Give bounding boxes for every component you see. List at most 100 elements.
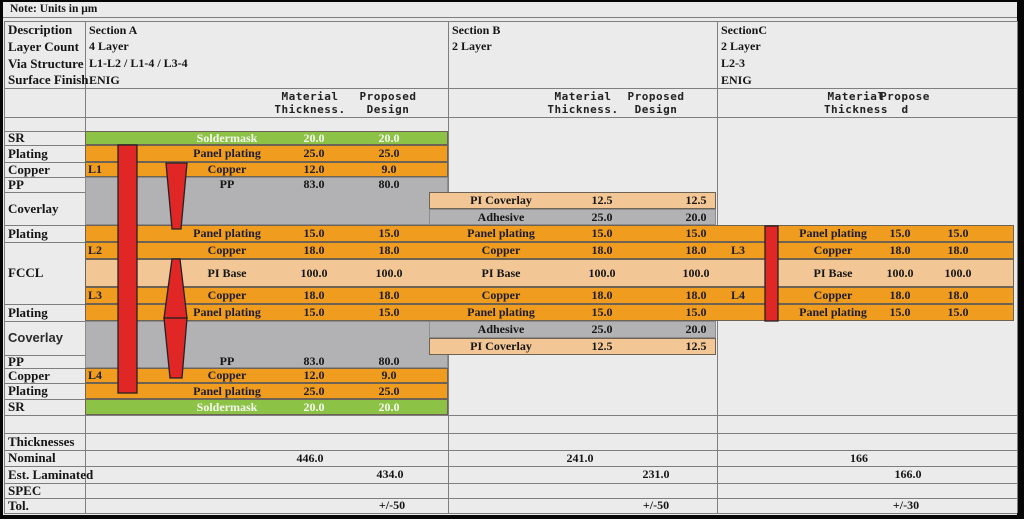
b-adhesive-bottom-mat: 25.0 xyxy=(591,322,613,336)
grid-line xyxy=(4,21,5,513)
flex4-c-name: Panel plating xyxy=(799,305,867,319)
a-panel-plating-bottom-name: Panel plating xyxy=(193,384,261,398)
flex3-a-name: Copper xyxy=(207,288,247,302)
flex2-c-prop: 100.0 xyxy=(944,266,972,280)
a-panel-plating-bottom-bar xyxy=(85,383,448,399)
a-layer-l4: L4 xyxy=(88,368,103,382)
a-copper-l4-mat: 12.0 xyxy=(303,368,325,382)
header-label-layer-count: Layer Count xyxy=(8,39,79,54)
flex2-b-mat: 100.0 xyxy=(588,266,616,280)
a-laminated-value: 434.0 xyxy=(376,467,404,481)
grid-line xyxy=(4,433,1017,434)
a-copper-l1-name: Copper xyxy=(207,162,247,176)
a-soldermask-top-bar xyxy=(85,131,448,145)
flex4-b-mat: 15.0 xyxy=(591,305,613,319)
section-a-title: Section A xyxy=(89,23,138,37)
flex2-c-mat: 100.0 xyxy=(886,266,914,280)
a-soldermask-bottom-prop: 20.0 xyxy=(378,400,400,414)
flex4-a-name: Panel plating xyxy=(193,305,261,319)
grid-line xyxy=(4,225,85,226)
summary-label-tol: Tol. xyxy=(8,498,29,513)
flex4-b-prop: 15.0 xyxy=(685,305,707,319)
flex2-b-name: PI Base xyxy=(481,266,521,280)
flex1-c-prop: 18.0 xyxy=(947,243,969,257)
a-soldermask-bottom-bar xyxy=(85,399,448,415)
flex0-a-prop: 15.0 xyxy=(378,226,400,240)
flex4-a-prop: 15.0 xyxy=(378,305,400,319)
a-panel-plating-bottom-mat: 25.0 xyxy=(303,384,325,398)
a-pp-bottom-mat: 83.0 xyxy=(303,354,325,368)
section-c-layers: 2 Layer xyxy=(721,39,761,53)
row-label-plating-4: Plating xyxy=(8,383,48,398)
flex1-b-prop: 18.0 xyxy=(685,243,707,257)
col-header-proposed-c: Propose xyxy=(880,90,930,103)
header-label-description: Description xyxy=(8,22,73,37)
flex3-b-prop: 18.0 xyxy=(685,288,707,302)
b-pi-coverlay-top-bar xyxy=(429,192,716,209)
grid-line xyxy=(4,513,1017,514)
section-c-finish: ENIG xyxy=(721,73,752,87)
b-pi-coverlay-bottom-name: PI Coverlay xyxy=(470,339,532,353)
a-panel-plating-prop: 25.0 xyxy=(378,146,400,160)
grid-line xyxy=(3,17,1017,18)
flex3-a-prop: 18.0 xyxy=(378,288,400,302)
c-nominal-value: 166 xyxy=(850,451,868,465)
flex3-b-mat: 18.0 xyxy=(591,288,613,302)
col-header-proposed-b: Proposed xyxy=(627,90,685,103)
row-label-plating-3: Plating xyxy=(8,305,48,320)
summary-label-spec: SPEC xyxy=(8,483,42,498)
col-header-material-c: Material xyxy=(827,90,885,103)
flex4-a-mat: 15.0 xyxy=(303,305,325,319)
col-header-material-b: Material xyxy=(554,90,612,103)
flex3-a-mat: 18.0 xyxy=(303,288,325,302)
a-soldermask-prop: 20.0 xyxy=(378,131,400,145)
flex3-c-mat: 18.0 xyxy=(889,288,911,302)
b-pi-coverlay-top-prop: 12.5 xyxy=(685,193,707,207)
grid-line xyxy=(4,192,85,193)
flex0-a-name: Panel plating xyxy=(193,226,261,240)
b-adhesive-bottom-prop: 20.0 xyxy=(685,322,707,336)
flex1-c-layer: L3 xyxy=(731,243,746,257)
flex0-c-name: Panel plating xyxy=(799,226,867,240)
a-nominal-value: 446.0 xyxy=(296,451,324,465)
a-panel-plating-bottom-prop: 25.0 xyxy=(378,384,400,398)
flex4-c-mat: 15.0 xyxy=(889,305,911,319)
c-laminated-value: 166.0 xyxy=(894,467,922,481)
section-c-title: SectionC xyxy=(721,23,767,37)
b-adhesive-top-prop: 20.0 xyxy=(685,210,707,224)
col-header-proposed-c2: d xyxy=(901,103,909,116)
flex1-a-prop: 18.0 xyxy=(378,243,400,257)
flex-pi-base-bar xyxy=(85,259,1014,287)
a-copper-l4-name: Copper xyxy=(207,368,247,382)
a-pp-top-prop: 80.0 xyxy=(378,177,400,191)
pp-coverlay-block-top xyxy=(85,177,448,225)
flex4-c-prop: 15.0 xyxy=(947,305,969,319)
b-pi-coverlay-top-name: PI Coverlay xyxy=(470,193,532,207)
flex1-b-mat: 18.0 xyxy=(591,243,613,257)
flex3-a-layer: L3 xyxy=(88,288,103,302)
flex0-b-mat: 15.0 xyxy=(591,226,613,240)
b-tol-value: +/-50 xyxy=(642,498,670,512)
row-label-coverlay-top: Coverlay xyxy=(8,201,59,216)
b-laminated-value: 231.0 xyxy=(642,467,670,481)
flex2-c-name: PI Base xyxy=(813,266,853,280)
row-label-plating-2: Plating xyxy=(8,226,48,241)
note-units: Note: Units in μm xyxy=(10,3,98,15)
a-copper-l1-prop: 9.0 xyxy=(381,162,397,176)
a-panel-plating-mat: 25.0 xyxy=(303,146,325,160)
flex1-b-name: Copper xyxy=(481,243,521,257)
flex3-c-layer: L4 xyxy=(731,288,746,302)
coverlay-pp-block-bottom xyxy=(85,321,448,368)
flex2-a-prop: 100.0 xyxy=(375,266,403,280)
grid-line xyxy=(4,450,1017,451)
flex0-a-mat: 15.0 xyxy=(303,226,325,240)
a-tol-value: +/-50 xyxy=(378,498,406,512)
flex3-c-prop: 18.0 xyxy=(947,288,969,302)
grid-line xyxy=(1017,21,1018,513)
row-label-fccl: FCCL xyxy=(8,265,44,280)
row-label-coverlay-bottom: Coverlay xyxy=(8,330,63,345)
section-b-layers: 2 Layer xyxy=(452,39,492,53)
summary-label-thicknesses: Thicknesses xyxy=(8,434,75,449)
row-label-copper-1: Copper xyxy=(8,162,50,177)
